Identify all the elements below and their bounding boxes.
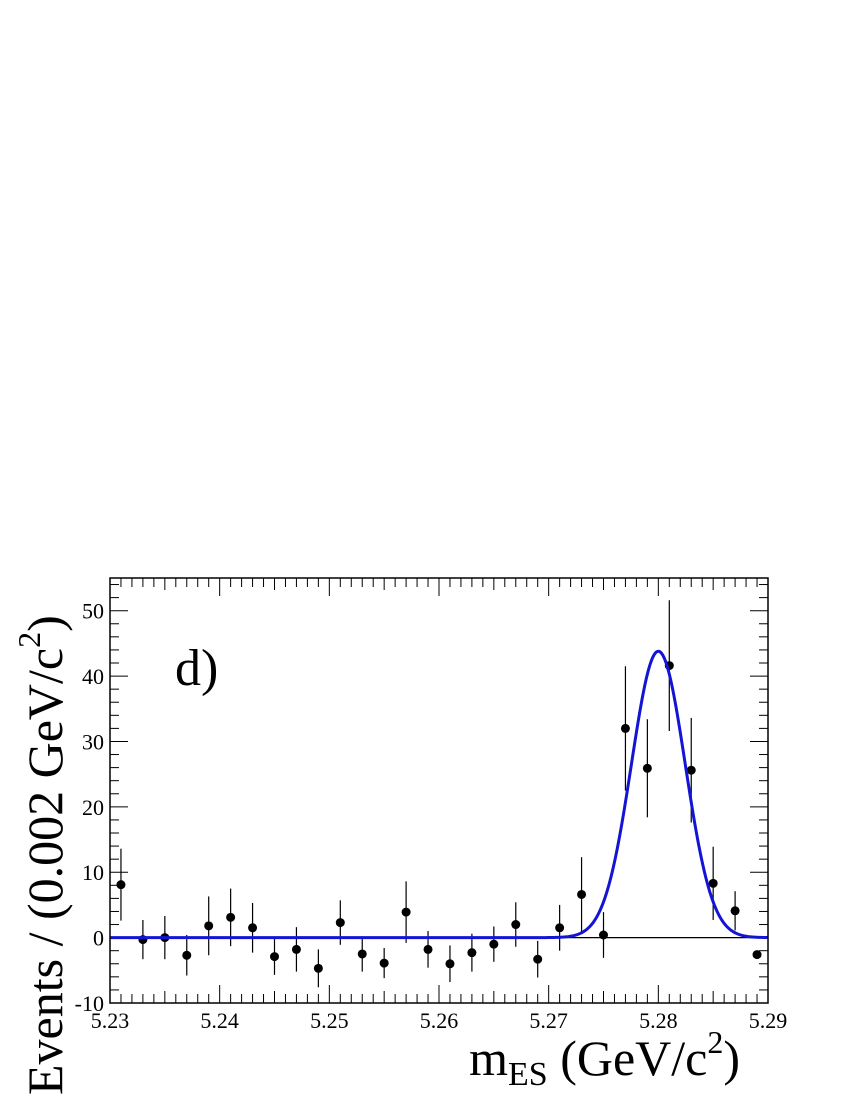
y-axis-label: Events / (0.002 GeV/c2)	[11, 615, 73, 1095]
panel-label: d)	[175, 640, 218, 697]
point-marker	[357, 949, 367, 959]
y-tick-label: 0	[93, 926, 104, 951]
data-point	[291, 927, 301, 972]
y-tick-label: -10	[75, 991, 104, 1016]
point-marker	[489, 939, 499, 949]
data-points	[116, 600, 762, 988]
point-marker	[182, 950, 192, 960]
point-marker	[511, 920, 521, 930]
point-marker	[467, 948, 477, 958]
point-marker	[291, 944, 301, 954]
point-marker	[423, 944, 433, 954]
point-marker	[248, 923, 258, 933]
fit-curve	[110, 649, 769, 940]
data-point	[752, 950, 762, 960]
x-tick-label: 5.23	[91, 1008, 130, 1033]
point-marker	[204, 921, 214, 931]
data-point	[138, 919, 148, 960]
point-marker	[555, 923, 565, 933]
point-marker	[730, 906, 740, 916]
data-point	[357, 936, 367, 972]
y-tick-labels: -10 0 10 20 30 40 50	[75, 599, 104, 1016]
data-point	[599, 912, 608, 958]
point-marker	[533, 954, 543, 964]
plot-frame	[109, 577, 769, 1004]
point-marker	[270, 952, 279, 962]
x-tick-label: 5.28	[639, 1008, 678, 1033]
x-tick-label: 5.25	[310, 1008, 349, 1033]
point-marker	[335, 918, 345, 928]
y-tick-label: 40	[82, 664, 104, 689]
point-marker	[445, 959, 455, 969]
point-marker	[752, 950, 762, 960]
x-tick-label: 5.24	[200, 1008, 239, 1033]
data-point	[182, 935, 192, 976]
y-tick-label: 30	[82, 729, 104, 754]
data-point	[401, 881, 411, 943]
x-tick-label: 5.27	[529, 1008, 568, 1033]
data-point	[511, 902, 521, 947]
data-point	[708, 846, 718, 920]
y-tick-label: 20	[82, 795, 104, 820]
x-tick-label: 5.29	[749, 1008, 788, 1033]
data-point	[116, 848, 126, 921]
x-axis-label: mES (GeV/c2)	[469, 1024, 740, 1093]
data-point	[533, 940, 543, 978]
data-point	[248, 902, 258, 953]
data-point	[270, 938, 279, 975]
data-point	[620, 666, 630, 791]
point-marker	[226, 912, 236, 922]
point-marker	[642, 763, 652, 773]
data-point	[445, 945, 455, 983]
point-marker	[401, 907, 411, 917]
data-point	[379, 948, 389, 979]
data-point	[577, 857, 587, 932]
data-point	[313, 949, 323, 988]
data-point	[730, 891, 740, 931]
point-marker	[686, 765, 696, 775]
data-point	[467, 933, 477, 972]
point-marker	[599, 930, 608, 940]
point-marker	[379, 958, 389, 968]
y-tick-label: 10	[82, 860, 104, 885]
data-point	[642, 719, 652, 818]
x-tick-label: 5.26	[420, 1008, 459, 1033]
y-tick-label: 50	[82, 599, 104, 624]
point-marker	[577, 889, 587, 899]
data-point	[489, 926, 499, 962]
point-marker	[620, 723, 630, 733]
point-marker	[116, 880, 126, 890]
point-marker	[708, 878, 718, 888]
data-point	[204, 896, 214, 956]
x-tick-labels: 5.23 5.24 5.25 5.26 5.27 5.28 5.29	[91, 1008, 788, 1033]
data-point	[555, 904, 565, 951]
point-marker	[313, 963, 323, 973]
